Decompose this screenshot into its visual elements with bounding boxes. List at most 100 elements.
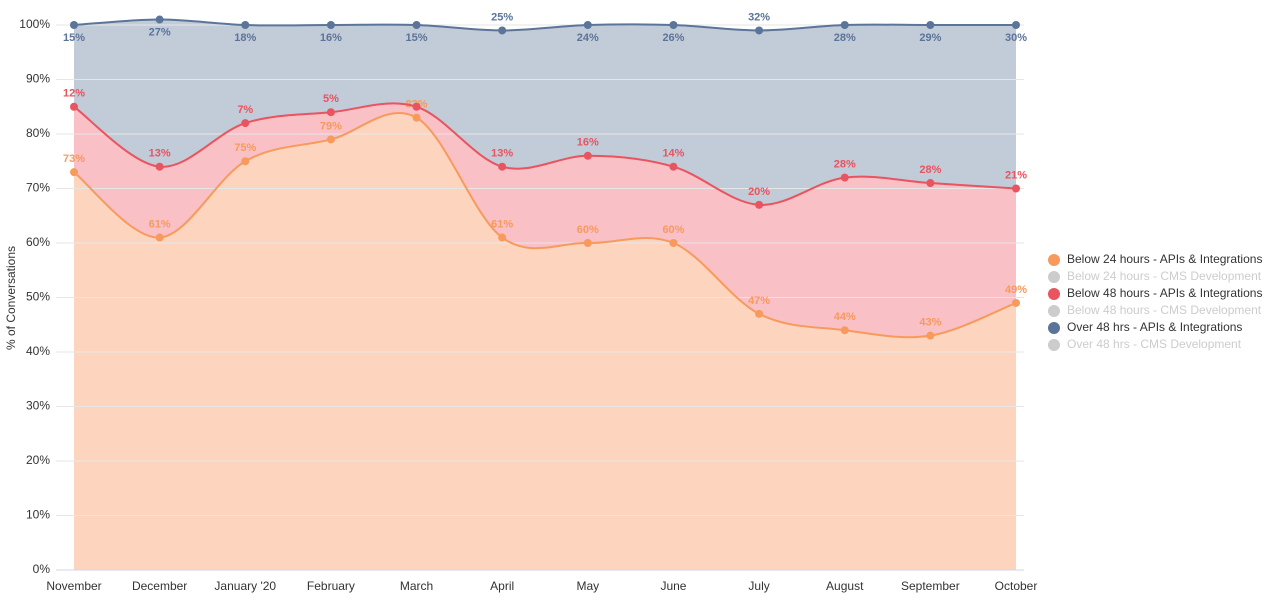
data-label: 60% xyxy=(662,224,684,236)
legend-label: Below 24 hours - APIs & Integrations xyxy=(1067,252,1262,266)
grid xyxy=(56,24,1024,571)
x-tick-label: January '20 xyxy=(214,579,276,593)
y-tick-label: 100% xyxy=(19,17,50,31)
data-point xyxy=(926,21,935,29)
data-label: 20% xyxy=(748,186,770,198)
data-point xyxy=(1012,184,1020,193)
y-tick-label: 40% xyxy=(26,344,50,358)
data-point xyxy=(412,21,421,29)
data-label: 25% xyxy=(491,11,513,23)
legend-label: Below 24 hours - CMS Development xyxy=(1067,269,1262,283)
y-tick-label: 70% xyxy=(26,181,50,195)
data-point xyxy=(755,200,764,209)
data-point xyxy=(498,26,507,35)
data-point xyxy=(498,233,507,242)
data-point xyxy=(241,119,250,128)
data-point xyxy=(241,21,250,29)
legend-marker xyxy=(1048,322,1060,334)
data-label: 18% xyxy=(234,32,256,44)
data-point xyxy=(755,309,764,318)
x-tick-label: February xyxy=(307,579,355,593)
data-label: 73% xyxy=(63,153,85,165)
legend-marker xyxy=(1048,339,1060,351)
data-label: 75% xyxy=(234,142,256,154)
data-label: 61% xyxy=(149,218,171,230)
data-label: 15% xyxy=(63,32,85,44)
data-label: 24% xyxy=(577,32,599,44)
y-tick-label: 0% xyxy=(33,562,51,576)
x-tick-label: September xyxy=(901,579,960,593)
data-point xyxy=(241,157,250,166)
data-point xyxy=(155,15,164,24)
data-label: 27% xyxy=(149,26,171,38)
data-point xyxy=(583,239,592,247)
data-point xyxy=(498,162,507,171)
y-tick-label: 80% xyxy=(26,126,50,140)
y-tick-label: 90% xyxy=(26,72,50,86)
area xyxy=(74,112,1016,571)
y-tick-label: 20% xyxy=(26,453,50,467)
data-point xyxy=(840,21,849,29)
data-label: 47% xyxy=(748,295,770,307)
legend-label: Over 48 hrs - CMS Development xyxy=(1067,337,1242,351)
data-point xyxy=(326,108,335,117)
data-point xyxy=(926,179,935,188)
x-tick-label: June xyxy=(660,579,686,593)
data-point xyxy=(583,151,592,160)
data-label: 60% xyxy=(577,224,599,236)
data-point xyxy=(755,26,764,35)
data-point xyxy=(412,102,421,111)
data-point xyxy=(840,173,849,182)
x-tick-label: March xyxy=(400,579,433,593)
legend-marker xyxy=(1048,305,1060,317)
data-point xyxy=(840,326,849,335)
data-label: 21% xyxy=(1005,169,1027,181)
data-point xyxy=(155,162,164,171)
y-tick-label: 50% xyxy=(26,290,50,304)
y-tick-label: 30% xyxy=(26,399,50,413)
x-tick-label: December xyxy=(132,579,187,593)
legend-label: Below 48 hours - CMS Development xyxy=(1067,303,1262,317)
data-point xyxy=(1012,21,1020,29)
data-label: 14% xyxy=(662,148,684,160)
data-label: 13% xyxy=(491,148,513,160)
data-label: 28% xyxy=(834,32,856,44)
data-label: 12% xyxy=(63,88,85,100)
legend-label: Below 48 hours - APIs & Integrations xyxy=(1067,286,1262,300)
data-point xyxy=(70,21,78,29)
data-point xyxy=(1012,298,1020,307)
x-tick-label: October xyxy=(995,579,1038,593)
x-tick-label: July xyxy=(748,579,769,593)
data-label: 5% xyxy=(323,93,339,105)
data-label: 13% xyxy=(149,148,171,160)
data-label: 32% xyxy=(748,11,770,23)
series-line xyxy=(73,102,1017,206)
x-tick-label: November xyxy=(46,579,101,593)
y-axis-label: % of Conversations xyxy=(4,246,18,350)
data-label: 44% xyxy=(834,311,856,323)
data-label: 26% xyxy=(662,32,684,44)
y-tick-label: 10% xyxy=(26,508,50,522)
areas xyxy=(74,19,1016,571)
legend-label: Over 48 hrs - APIs & Integrations xyxy=(1067,320,1242,334)
data-point xyxy=(70,168,78,177)
data-label: 16% xyxy=(320,32,342,44)
data-point xyxy=(155,233,164,242)
series-lines: 73%61%75%79%83%61%60%60%47%44%43%49%12%1… xyxy=(63,11,1027,340)
data-point xyxy=(326,21,335,29)
legend-marker xyxy=(1048,254,1060,266)
x-tick-label: August xyxy=(826,579,864,593)
data-label: 7% xyxy=(237,104,253,116)
data-label: 49% xyxy=(1005,284,1027,296)
data-label: 28% xyxy=(919,164,941,176)
data-label: 28% xyxy=(834,159,856,171)
data-label: 29% xyxy=(919,32,941,44)
area xyxy=(74,103,1016,338)
data-point xyxy=(412,113,421,122)
data-point xyxy=(326,135,335,144)
area xyxy=(74,19,1016,205)
x-tick-label: May xyxy=(576,579,599,593)
data-point xyxy=(669,21,678,29)
x-tick-label: April xyxy=(490,579,514,593)
